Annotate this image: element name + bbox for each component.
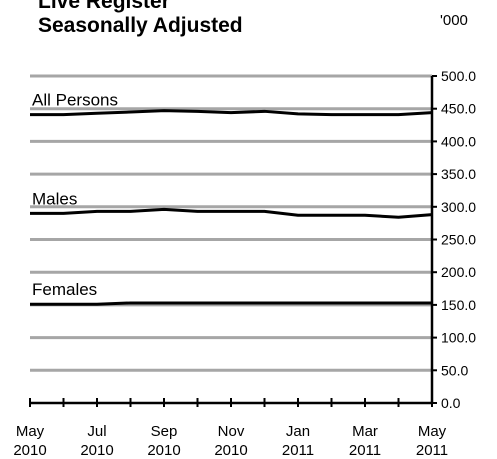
x-tick-label-year: 2010 (13, 442, 46, 459)
grid-lines (30, 74, 432, 372)
y-tick-label: 150.0 (441, 297, 476, 313)
y-tick-label: 300.0 (441, 199, 476, 215)
y-tick-label: 50.0 (441, 362, 468, 378)
series-lines (30, 109, 433, 306)
x-tick-label-year: 2011 (282, 442, 314, 459)
series-label: All Persons (32, 91, 118, 110)
y-tick-label: 500.0 (441, 68, 476, 84)
y-tick-label: 450.0 (441, 101, 476, 117)
y-tick-label: 100.0 (441, 330, 476, 346)
y-tick-label: 250.0 (441, 232, 476, 248)
series-label: Females (32, 280, 97, 299)
x-tick-label-month: Mar (352, 423, 378, 440)
labels: 0.0 50.0 100.0 150.0 200.0 250.0 300.0 350.0 400… (13, 68, 476, 459)
y-tick-label: 200.0 (441, 264, 476, 280)
x-tick-label-year: 2011 (416, 442, 448, 459)
x-tick-label-month: Sep (151, 423, 178, 440)
x-tick-label-year: 2010 (147, 442, 180, 459)
y-tick-label: 400.0 (441, 133, 476, 149)
unit-label: '000 (440, 12, 468, 29)
y-tick-label: 350.0 (441, 166, 476, 182)
series-line (30, 207, 433, 219)
series-line (30, 109, 433, 117)
x-tick-label-month: Jul (87, 423, 106, 440)
x-tick-label-month: Nov (218, 423, 245, 440)
x-tick-label-year: 2010 (80, 442, 113, 459)
x-tick-label-month: May (418, 423, 447, 440)
axes (29, 75, 437, 407)
chart-title-line1: Live Register (38, 0, 170, 13)
x-tick-label-year: 2010 (214, 442, 247, 459)
chart-title: Live Register Seasonally Adjusted (38, 0, 243, 38)
series-label: Males (32, 189, 77, 208)
chart-title-line2: Seasonally Adjusted (38, 14, 243, 37)
x-tick-label-year: 2011 (349, 442, 381, 459)
series-line (30, 301, 432, 306)
y-tick-label: 0.0 (441, 395, 461, 411)
x-tick-label-month: May (16, 423, 45, 440)
x-tick-label-month: Jan (286, 423, 310, 440)
